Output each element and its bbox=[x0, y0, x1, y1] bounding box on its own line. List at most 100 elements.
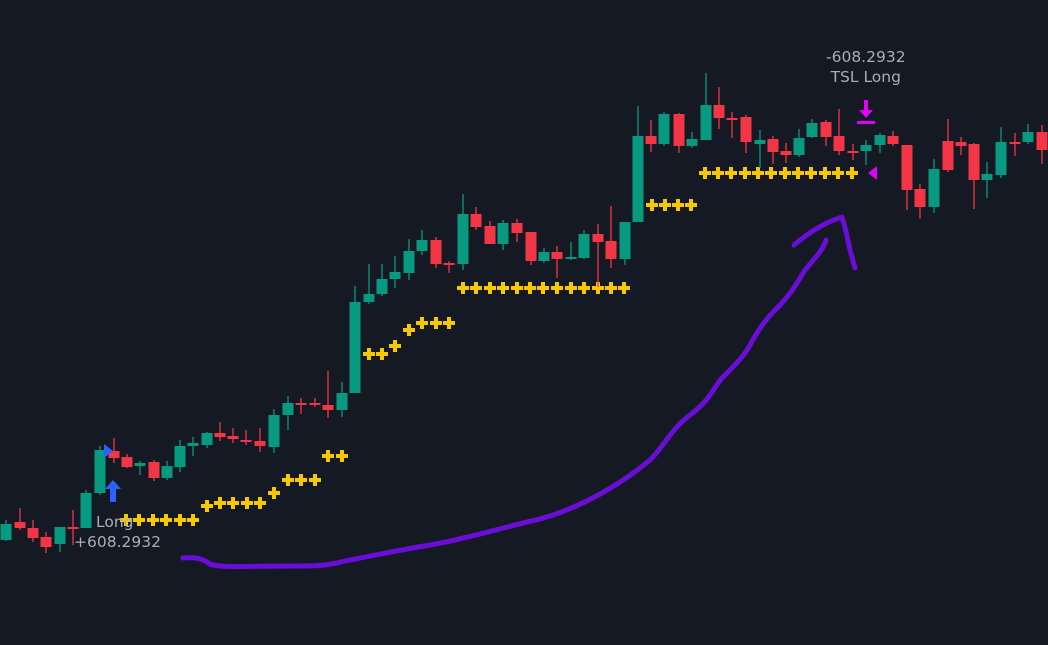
candle bbox=[27, 520, 39, 542]
candle bbox=[54, 527, 66, 552]
candle bbox=[1022, 124, 1034, 144]
candle bbox=[389, 256, 401, 288]
trailing-stop-point bbox=[363, 348, 375, 360]
candle bbox=[592, 224, 604, 287]
candle bbox=[914, 184, 926, 219]
trailing-stop-point bbox=[309, 474, 321, 486]
candle bbox=[645, 120, 657, 152]
candle bbox=[686, 132, 698, 148]
trailing-stop-point bbox=[752, 167, 764, 179]
trailing-stop-point bbox=[646, 199, 658, 211]
candle bbox=[187, 437, 199, 456]
trailing-stop-point bbox=[133, 514, 145, 526]
candle bbox=[820, 120, 832, 146]
candle bbox=[1036, 125, 1048, 164]
candle bbox=[726, 112, 738, 138]
candle bbox=[968, 143, 980, 209]
trailing-stop-point bbox=[214, 497, 226, 509]
candle bbox=[14, 508, 26, 530]
entry-flag-icon bbox=[104, 444, 113, 458]
candle bbox=[134, 461, 146, 475]
exit-label: -608.2932 TSL Long bbox=[826, 47, 906, 87]
trailing-stop-point bbox=[187, 514, 199, 526]
trailing-stop-point bbox=[832, 167, 844, 179]
trailing-stop-point bbox=[805, 167, 817, 179]
candle bbox=[713, 87, 725, 129]
trailing-stop-point bbox=[227, 497, 239, 509]
trailing-stop-point bbox=[792, 167, 804, 179]
candle bbox=[847, 144, 859, 160]
candle bbox=[295, 398, 307, 414]
candle bbox=[201, 432, 213, 448]
trailing-stop-point bbox=[592, 282, 604, 294]
candle bbox=[457, 194, 469, 270]
entry-label: Long +608.2932 bbox=[74, 512, 161, 552]
candle bbox=[121, 454, 133, 468]
candle bbox=[740, 115, 752, 153]
candle bbox=[484, 221, 496, 244]
trailing-stop-point bbox=[712, 167, 724, 179]
candle bbox=[443, 261, 455, 273]
candle bbox=[780, 143, 792, 163]
trailing-stop-point bbox=[524, 282, 536, 294]
candle bbox=[416, 230, 428, 255]
candle bbox=[928, 159, 940, 213]
entry-arrow-icon bbox=[105, 480, 121, 502]
exit-arrow-bar bbox=[857, 121, 875, 124]
trailing-stop-point bbox=[618, 282, 630, 294]
trailing-stop-point bbox=[578, 282, 590, 294]
trailing-stop-point bbox=[551, 282, 563, 294]
trailing-stop-point bbox=[497, 282, 509, 294]
candle bbox=[551, 246, 563, 278]
candle bbox=[497, 220, 509, 250]
candle bbox=[376, 264, 388, 296]
trailing-stop-point bbox=[699, 167, 711, 179]
trailing-stop-point bbox=[739, 167, 751, 179]
trailing-stop-point bbox=[376, 348, 388, 360]
hand-drawn-arrow-annotation bbox=[180, 214, 858, 569]
trailing-stop-point bbox=[241, 497, 253, 509]
trailing-stop-point bbox=[443, 317, 455, 329]
annotation-stroke bbox=[180, 214, 858, 569]
candle bbox=[632, 106, 644, 222]
candle bbox=[1009, 133, 1021, 156]
candle bbox=[309, 398, 321, 407]
entry-name: Long bbox=[96, 513, 134, 531]
candle bbox=[833, 109, 845, 155]
trailing-stop-point bbox=[174, 514, 186, 526]
trailing-stop-point bbox=[725, 167, 737, 179]
candle bbox=[700, 73, 712, 140]
candle bbox=[108, 438, 120, 463]
trailing-stop-point bbox=[295, 474, 307, 486]
candle bbox=[0, 520, 12, 541]
trailing-stop-point bbox=[819, 167, 831, 179]
trailing-stop-point bbox=[484, 282, 496, 294]
candle bbox=[80, 490, 92, 528]
candle bbox=[767, 136, 779, 164]
candle bbox=[336, 382, 348, 417]
trailing-stop-point bbox=[511, 282, 523, 294]
trailing-stop-point bbox=[659, 199, 671, 211]
trailing-stop-point bbox=[322, 450, 334, 462]
candle bbox=[403, 239, 415, 280]
candle bbox=[430, 237, 442, 268]
candle bbox=[901, 145, 913, 210]
trailing-stop-point bbox=[336, 450, 348, 462]
candle bbox=[148, 460, 160, 481]
candle bbox=[40, 532, 52, 553]
trailing-stop-point bbox=[537, 282, 549, 294]
candle bbox=[860, 140, 872, 165]
trailing-stop-point bbox=[282, 474, 294, 486]
candle bbox=[161, 461, 173, 480]
exit-pnl: -608.2932 bbox=[826, 48, 906, 66]
trailing-stop-point bbox=[779, 167, 791, 179]
trailing-stop-point bbox=[416, 317, 428, 329]
candlestick-series bbox=[0, 73, 1048, 553]
candle bbox=[578, 230, 590, 259]
exit-flag-icon bbox=[868, 166, 877, 180]
trailing-stop-series bbox=[120, 167, 858, 526]
trailing-stop-point bbox=[160, 514, 172, 526]
candle bbox=[793, 129, 805, 157]
trailing-stop-point bbox=[201, 500, 213, 512]
